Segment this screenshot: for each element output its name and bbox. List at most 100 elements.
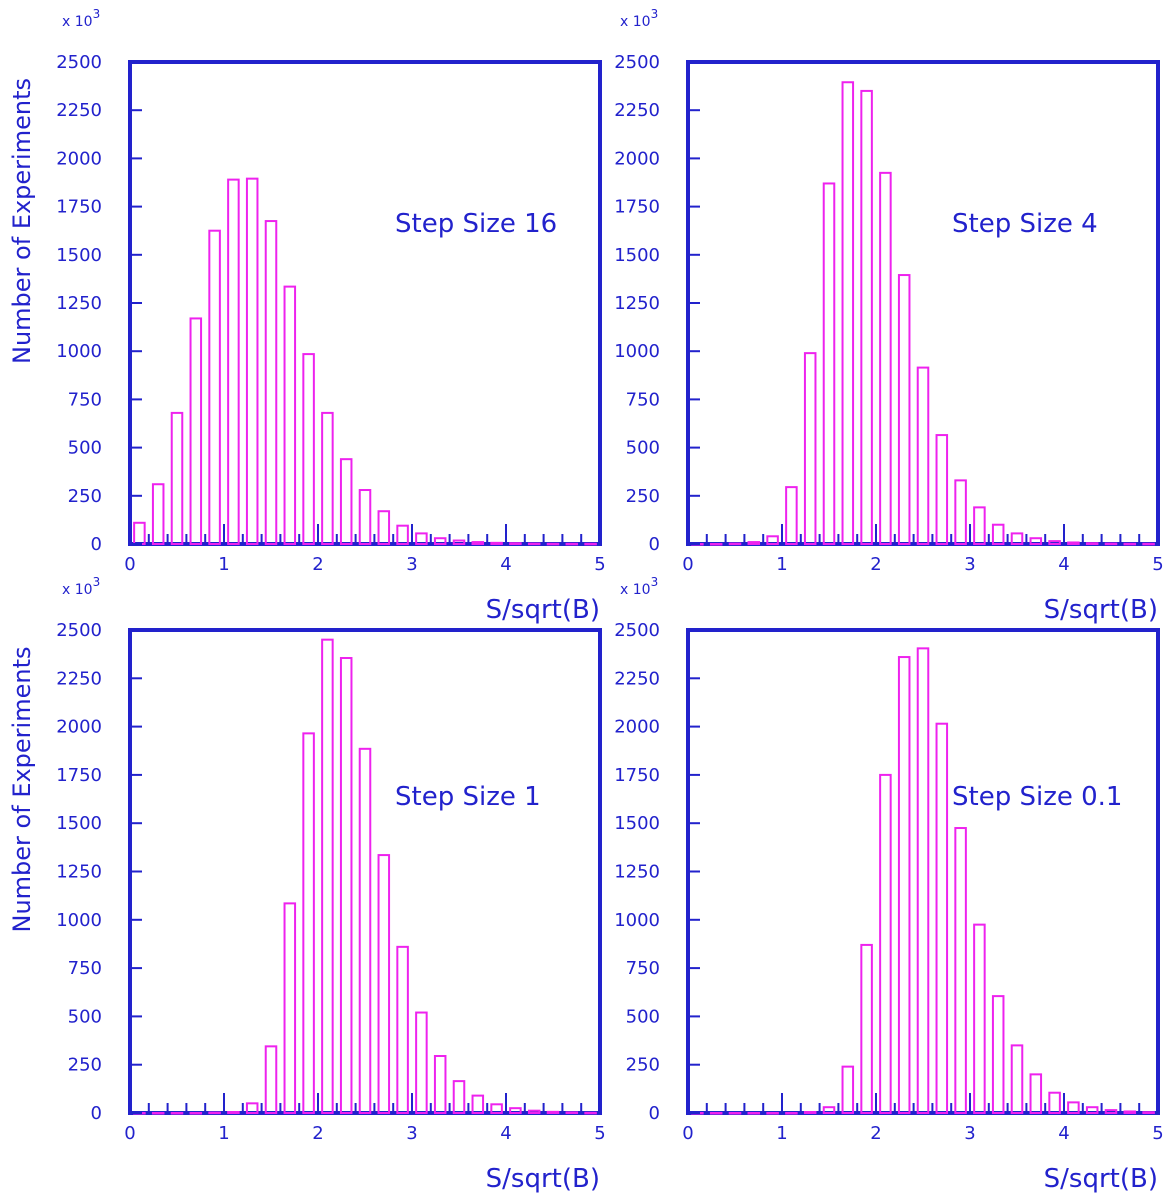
histogram-bar bbox=[415, 1011, 428, 1115]
y-tick-label: 1000 bbox=[614, 910, 660, 931]
histogram-bar bbox=[1085, 1106, 1099, 1114]
x-tick-label: 4 bbox=[1058, 1123, 1069, 1144]
y-tick-label: 1250 bbox=[56, 293, 102, 314]
histogram-bar bbox=[565, 542, 579, 546]
y-multiplier: x 103 bbox=[620, 575, 658, 598]
histogram-bar bbox=[1010, 532, 1024, 545]
histogram-bar bbox=[1048, 1091, 1061, 1114]
y-tick-label: 2250 bbox=[614, 668, 660, 689]
y-multiplier: x 103 bbox=[62, 575, 100, 598]
histogram-bar bbox=[785, 1112, 798, 1115]
x-tick-label: 2 bbox=[312, 554, 323, 575]
histogram-bar bbox=[766, 535, 779, 546]
histogram-bar bbox=[879, 171, 892, 546]
histogram-bars bbox=[691, 647, 1155, 1115]
x-axis-label: S/sqrt(B) bbox=[1044, 1164, 1158, 1194]
histogram-bar bbox=[1029, 537, 1043, 546]
histogram-bar bbox=[358, 489, 372, 545]
y-tick-label: 750 bbox=[68, 389, 102, 410]
histogram-bars bbox=[133, 177, 597, 546]
histogram-bar bbox=[170, 1112, 184, 1115]
histogram-bar bbox=[897, 274, 911, 545]
histogram-bar bbox=[747, 1112, 761, 1115]
histogram-bar bbox=[227, 1111, 240, 1115]
x-tick-label: 5 bbox=[594, 1123, 605, 1144]
histogram-bar bbox=[954, 479, 967, 546]
histogram-bar bbox=[747, 541, 761, 546]
x-tick-label: 3 bbox=[406, 1123, 417, 1144]
histogram-bar bbox=[339, 657, 353, 1114]
histogram-bar bbox=[245, 1102, 259, 1114]
histogram-bar bbox=[208, 229, 221, 545]
panel-step-size-1: 0 1 2 3 4 5 0 250 500 750 1000 1250 1500 1750 2000 2250… bbox=[8, 575, 606, 1194]
y-tick-label: 1000 bbox=[614, 341, 660, 362]
y-tick-label: 1750 bbox=[614, 197, 660, 218]
x-tick-label: 0 bbox=[124, 554, 135, 575]
histogram-bar bbox=[283, 902, 297, 1114]
y-tick-label: 0 bbox=[649, 534, 660, 555]
y-tick-label: 2250 bbox=[614, 100, 660, 121]
histogram-bar bbox=[728, 542, 742, 546]
axis-ticks: 0 1 2 3 4 5 0 250 500 750 1000 1250 1500 1750 2000 2250… bbox=[614, 620, 1164, 1144]
histogram-bar bbox=[302, 732, 315, 1114]
x-tick-label: 1 bbox=[776, 554, 787, 575]
y-tick-label: 250 bbox=[68, 1055, 102, 1076]
histogram-bar bbox=[264, 1045, 278, 1114]
histogram-bar bbox=[1029, 1073, 1043, 1114]
histogram-bar bbox=[546, 542, 560, 546]
histogram-bar bbox=[1048, 540, 1061, 545]
x-tick-label: 5 bbox=[1152, 554, 1163, 575]
histogram-bar bbox=[189, 317, 203, 546]
y-tick-label: 2250 bbox=[56, 668, 102, 689]
y-tick-label: 250 bbox=[626, 1055, 660, 1076]
histogram-bar bbox=[991, 995, 1005, 1115]
x-tick-label: 4 bbox=[1058, 554, 1069, 575]
y-tick-label: 1500 bbox=[56, 245, 102, 266]
y-tick-label: 750 bbox=[68, 958, 102, 979]
histogram-bar bbox=[1010, 1044, 1024, 1115]
y-tick-label: 0 bbox=[649, 1103, 660, 1124]
histogram-bar bbox=[916, 366, 930, 546]
histogram-bar bbox=[1123, 1110, 1137, 1114]
x-tick-label: 2 bbox=[312, 1123, 323, 1144]
histogram-bar bbox=[1142, 1111, 1155, 1114]
histogram-bar bbox=[879, 773, 892, 1115]
x-tick-label: 3 bbox=[964, 1123, 975, 1144]
y-tick-label: 2000 bbox=[56, 717, 102, 738]
x-tick-label: 2 bbox=[870, 554, 881, 575]
histogram-bar bbox=[546, 1110, 560, 1115]
histogram-bar bbox=[358, 747, 372, 1114]
x-tick-label: 4 bbox=[500, 554, 511, 575]
histogram-bar bbox=[935, 722, 949, 1115]
histogram-bar bbox=[803, 352, 817, 545]
histogram-bar bbox=[584, 542, 597, 546]
histogram-bar bbox=[709, 1112, 723, 1115]
y-tick-label: 1750 bbox=[614, 765, 660, 786]
x-tick-label: 1 bbox=[218, 554, 229, 575]
histogram-bar bbox=[1123, 542, 1137, 546]
x-tick-label: 0 bbox=[682, 554, 693, 575]
histogram-bar bbox=[565, 1111, 579, 1115]
annotation-label: Step Size 0.1 bbox=[952, 782, 1122, 812]
y-tick-label: 1250 bbox=[614, 862, 660, 883]
histogram-bar bbox=[471, 1094, 485, 1115]
histogram-bar bbox=[841, 1065, 855, 1114]
y-tick-label: 250 bbox=[68, 486, 102, 507]
histogram-bar bbox=[452, 1080, 466, 1114]
histogram-bar bbox=[1104, 1109, 1118, 1115]
histogram-bar bbox=[822, 182, 836, 546]
axis-ticks: 0 1 2 3 4 5 0 250 500 750 1000 1250 1500 1750 2000 2250… bbox=[56, 52, 606, 575]
histogram-bar bbox=[264, 220, 278, 545]
histogram-bar bbox=[133, 521, 146, 545]
y-tick-label: 0 bbox=[91, 534, 102, 555]
y-tick-label: 1500 bbox=[614, 813, 660, 834]
panel-step-size-4: 0 1 2 3 4 5 0 250 500 750 1000 1250 1500 1750 2000 2250… bbox=[614, 7, 1164, 625]
y-tick-label: 1250 bbox=[56, 862, 102, 883]
histogram-bar bbox=[151, 483, 165, 545]
histogram-bar bbox=[897, 656, 911, 1114]
y-tick-label: 500 bbox=[626, 1006, 660, 1027]
histogram-bar bbox=[227, 178, 240, 545]
plot-frame bbox=[128, 628, 602, 1115]
annotation-label: Step Size 4 bbox=[952, 209, 1098, 239]
